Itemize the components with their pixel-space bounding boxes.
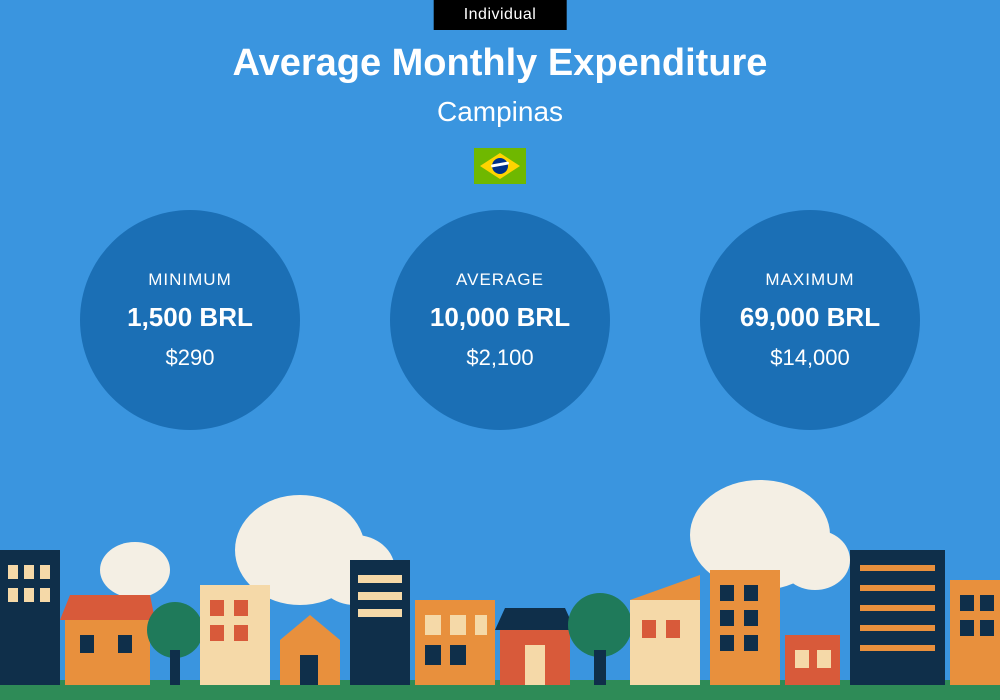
badge-text: Individual (464, 6, 537, 23)
stat-label: AVERAGE (456, 270, 544, 290)
stat-usd: $2,100 (466, 345, 533, 371)
flag-diamond (480, 153, 520, 179)
cityscape-illustration (0, 480, 1000, 700)
stat-value: 10,000 BRL (430, 302, 570, 333)
city-subtitle: Campinas (0, 96, 1000, 128)
stat-label: MINIMUM (148, 270, 231, 290)
infographic-canvas: Individual Average Monthly Expenditure C… (0, 0, 1000, 700)
brazil-flag-icon (474, 148, 526, 184)
stat-label: MAXIMUM (765, 270, 854, 290)
category-badge: Individual (434, 0, 567, 30)
stat-value: 1,500 BRL (127, 302, 253, 333)
stat-circle-maximum: MAXIMUM 69,000 BRL $14,000 (700, 210, 920, 430)
stat-usd: $290 (166, 345, 215, 371)
flag-globe (492, 158, 508, 174)
page-title: Average Monthly Expenditure (0, 42, 1000, 85)
stat-circles-row: MINIMUM 1,500 BRL $290 AVERAGE 10,000 BR… (0, 210, 1000, 430)
stat-circle-minimum: MINIMUM 1,500 BRL $290 (80, 210, 300, 430)
stat-circle-average: AVERAGE 10,000 BRL $2,100 (390, 210, 610, 430)
flag-band (491, 161, 509, 167)
stat-value: 69,000 BRL (740, 302, 880, 333)
stat-usd: $14,000 (770, 345, 850, 371)
